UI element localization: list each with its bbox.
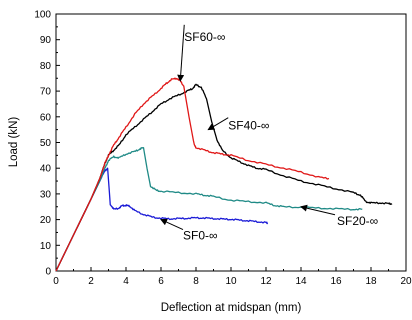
y-tick-label: 90 [40,35,52,46]
y-tick-label: 10 [40,241,52,252]
x-tick-label: 8 [193,276,199,287]
annotation-arrow [177,24,185,82]
x-tick-label: 4 [123,276,129,287]
x-axis-title: Deflection at midspan (mm) [161,302,302,314]
annotation-label: SF20-∞ [337,214,378,228]
y-tick-label: 80 [40,61,52,72]
plot-frame [55,13,407,272]
y-tick-label: 40 [40,164,52,175]
annotation-arrow [300,204,336,216]
annotation-arrow [207,117,229,131]
y-axis-title: Load (kN) [8,117,20,168]
annotation-label: SF60-∞ [184,30,225,44]
x-tick-label: 20 [400,276,412,287]
x-tick-label: 10 [225,276,237,287]
series-line-sf60 [55,77,330,272]
x-tick-label: 0 [53,276,59,287]
series-line-sf40 [55,83,393,272]
x-tick-label: 6 [158,276,164,287]
x-tick-label: 2 [88,276,94,287]
series-layer [55,77,393,272]
plot-border [55,13,407,272]
annotations: SF60-∞ SF40-∞ SF20-∞ SF0-∞ [160,24,378,243]
annotation-arrow [160,218,184,231]
y-tick-label: 50 [40,138,52,149]
y-tick-label: 0 [45,267,51,278]
y-tick-label: 70 [40,87,52,98]
x-tick-label: 14 [295,276,307,287]
axis-ticks: 0 2 4 6 8 10 12 14 16 18 20 0 10 20 30 40 50 60 70 80 90 100 [34,10,412,288]
x-tick-label: 12 [260,276,272,287]
series-line-sf20 [55,146,363,272]
annotation-label: SF0-∞ [183,229,218,243]
y-tick-label: 20 [40,215,52,226]
y-tick-label: 30 [40,189,52,200]
x-tick-label: 16 [330,276,342,287]
x-tick-label: 18 [365,276,377,287]
annotation-label: SF40-∞ [228,119,269,133]
y-tick-label: 100 [34,10,51,21]
y-tick-label: 60 [40,112,52,123]
